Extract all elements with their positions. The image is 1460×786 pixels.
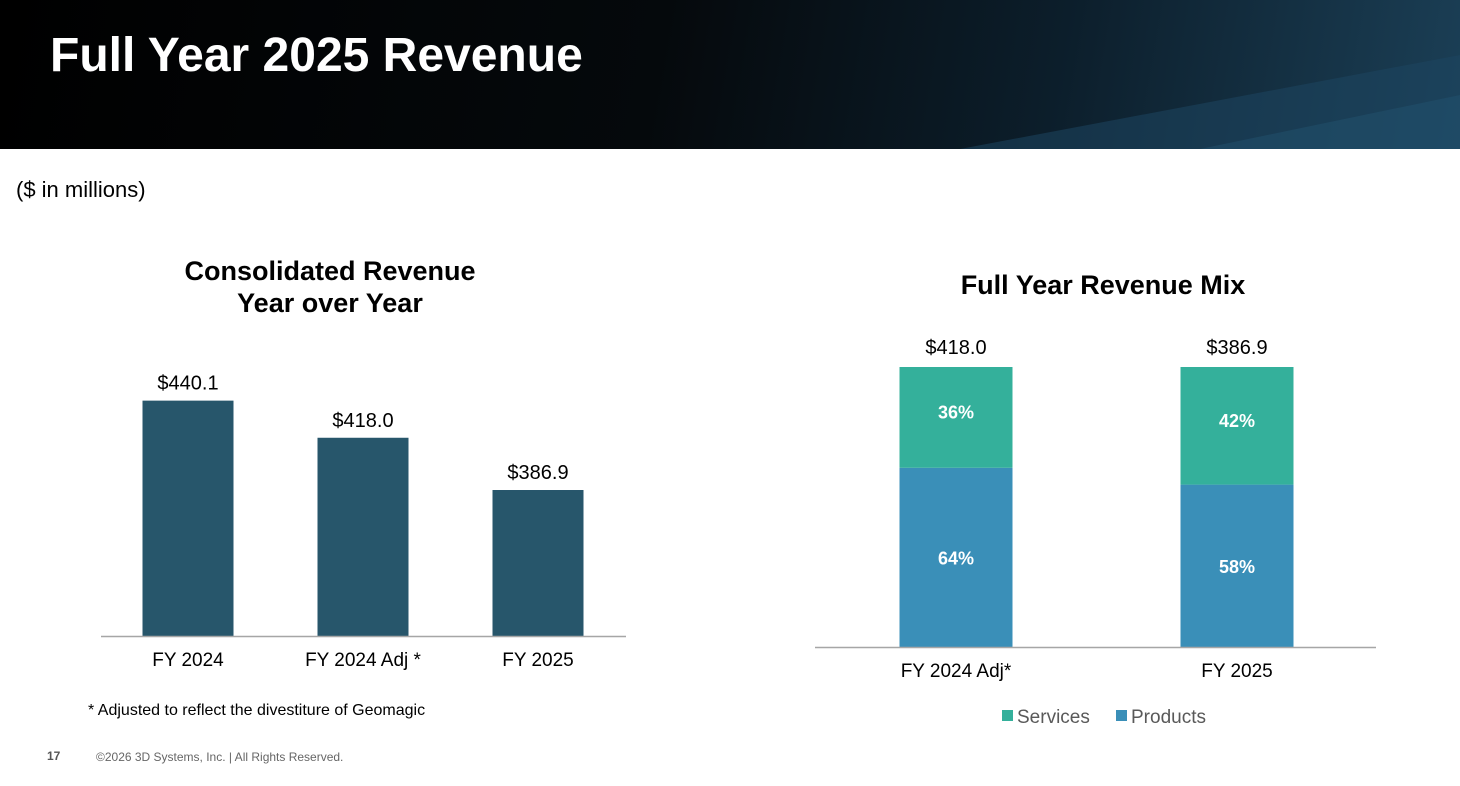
services-pct-label: 42% [1219,411,1255,431]
page-number: 17 [47,749,61,763]
x-tick-label: FY 2024 [152,650,224,671]
title-banner: Full Year 2025 Revenue [0,0,1460,149]
revenue-mix-chart: Full Year Revenue Mix 64% 36% $418.0 FY 2024… [815,270,1376,728]
copyright: ©2026 3D Systems, Inc. | All Rights Rese… [96,750,344,764]
services-pct-label: 36% [938,402,974,422]
x-tick-label: FY 2024 Adj * [305,650,421,671]
services-segment [899,367,1013,468]
legend-label: Products [1131,707,1206,728]
products-segment [1180,484,1294,647]
products-pct-label: 64% [938,548,974,568]
bar-value-label: $440.1 [157,373,218,395]
x-tick-label: FY 2025 [502,650,573,671]
chart-title-line: Consolidated Revenue [184,256,475,286]
legend-label: Services [1017,707,1090,728]
services-segment [1180,367,1294,485]
footnote: * Adjusted to reflect the divestiture of… [88,702,426,719]
x-tick-label: FY 2024 Adj* [901,661,1012,682]
products-segment [899,467,1013,647]
revenue-bar [317,437,409,636]
chart-title: Full Year Revenue Mix [961,270,1246,300]
revenue-bar [142,400,234,636]
bar-value-label: $418.0 [332,410,393,432]
legend-swatch [1116,710,1127,721]
banner-sheen [960,55,1460,149]
chart-title-line: Year over Year [237,288,423,318]
page-title: Full Year 2025 Revenue [50,29,583,82]
x-tick-label: FY 2025 [1201,661,1272,682]
total-value-label: $418.0 [925,337,986,359]
products-pct-label: 58% [1219,557,1255,577]
bar-value-label: $386.9 [507,462,568,484]
legend-swatch [1002,710,1013,721]
revenue-bar [492,490,584,636]
total-value-label: $386.9 [1206,337,1267,359]
units-note: ($ in millions) [16,177,146,202]
